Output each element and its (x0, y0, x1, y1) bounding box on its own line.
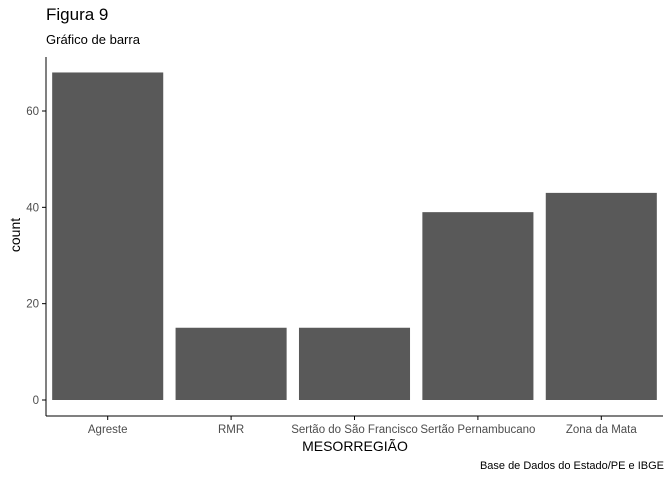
bars-group (52, 72, 657, 400)
bar-1 (175, 327, 287, 400)
bar-3 (422, 212, 534, 400)
y-tick-label: 20 (26, 299, 39, 311)
y-tick-label: 40 (26, 202, 39, 214)
x-tick-label: Sertão Pernambucano (420, 424, 535, 436)
bar-0 (52, 72, 164, 400)
y-ticks-group: 0 20 40 60 (26, 106, 46, 407)
x-tick-label: Sertão do São Francisco (291, 424, 418, 436)
y-axis-label: count (7, 218, 23, 252)
x-tick-label: RMR (218, 424, 244, 436)
chart-title: Figura 9 (46, 5, 109, 24)
bar-2 (298, 327, 411, 400)
chart-caption: Base de Dados do Estado/PE e IBGE (479, 460, 664, 472)
x-tick-label: Zona da Mata (566, 424, 638, 436)
y-tick-label: 0 (33, 395, 39, 407)
x-axis-label: MESORREGIÃO (302, 438, 408, 454)
x-tick-label: Agreste (88, 424, 128, 436)
y-tick-label: 60 (26, 106, 39, 118)
bar-4 (545, 192, 657, 400)
x-ticks-group: Agreste RMR Sertão do São Francisco Sertão … (88, 416, 637, 436)
chart-subtitle: Gráfico de barra (46, 32, 140, 47)
